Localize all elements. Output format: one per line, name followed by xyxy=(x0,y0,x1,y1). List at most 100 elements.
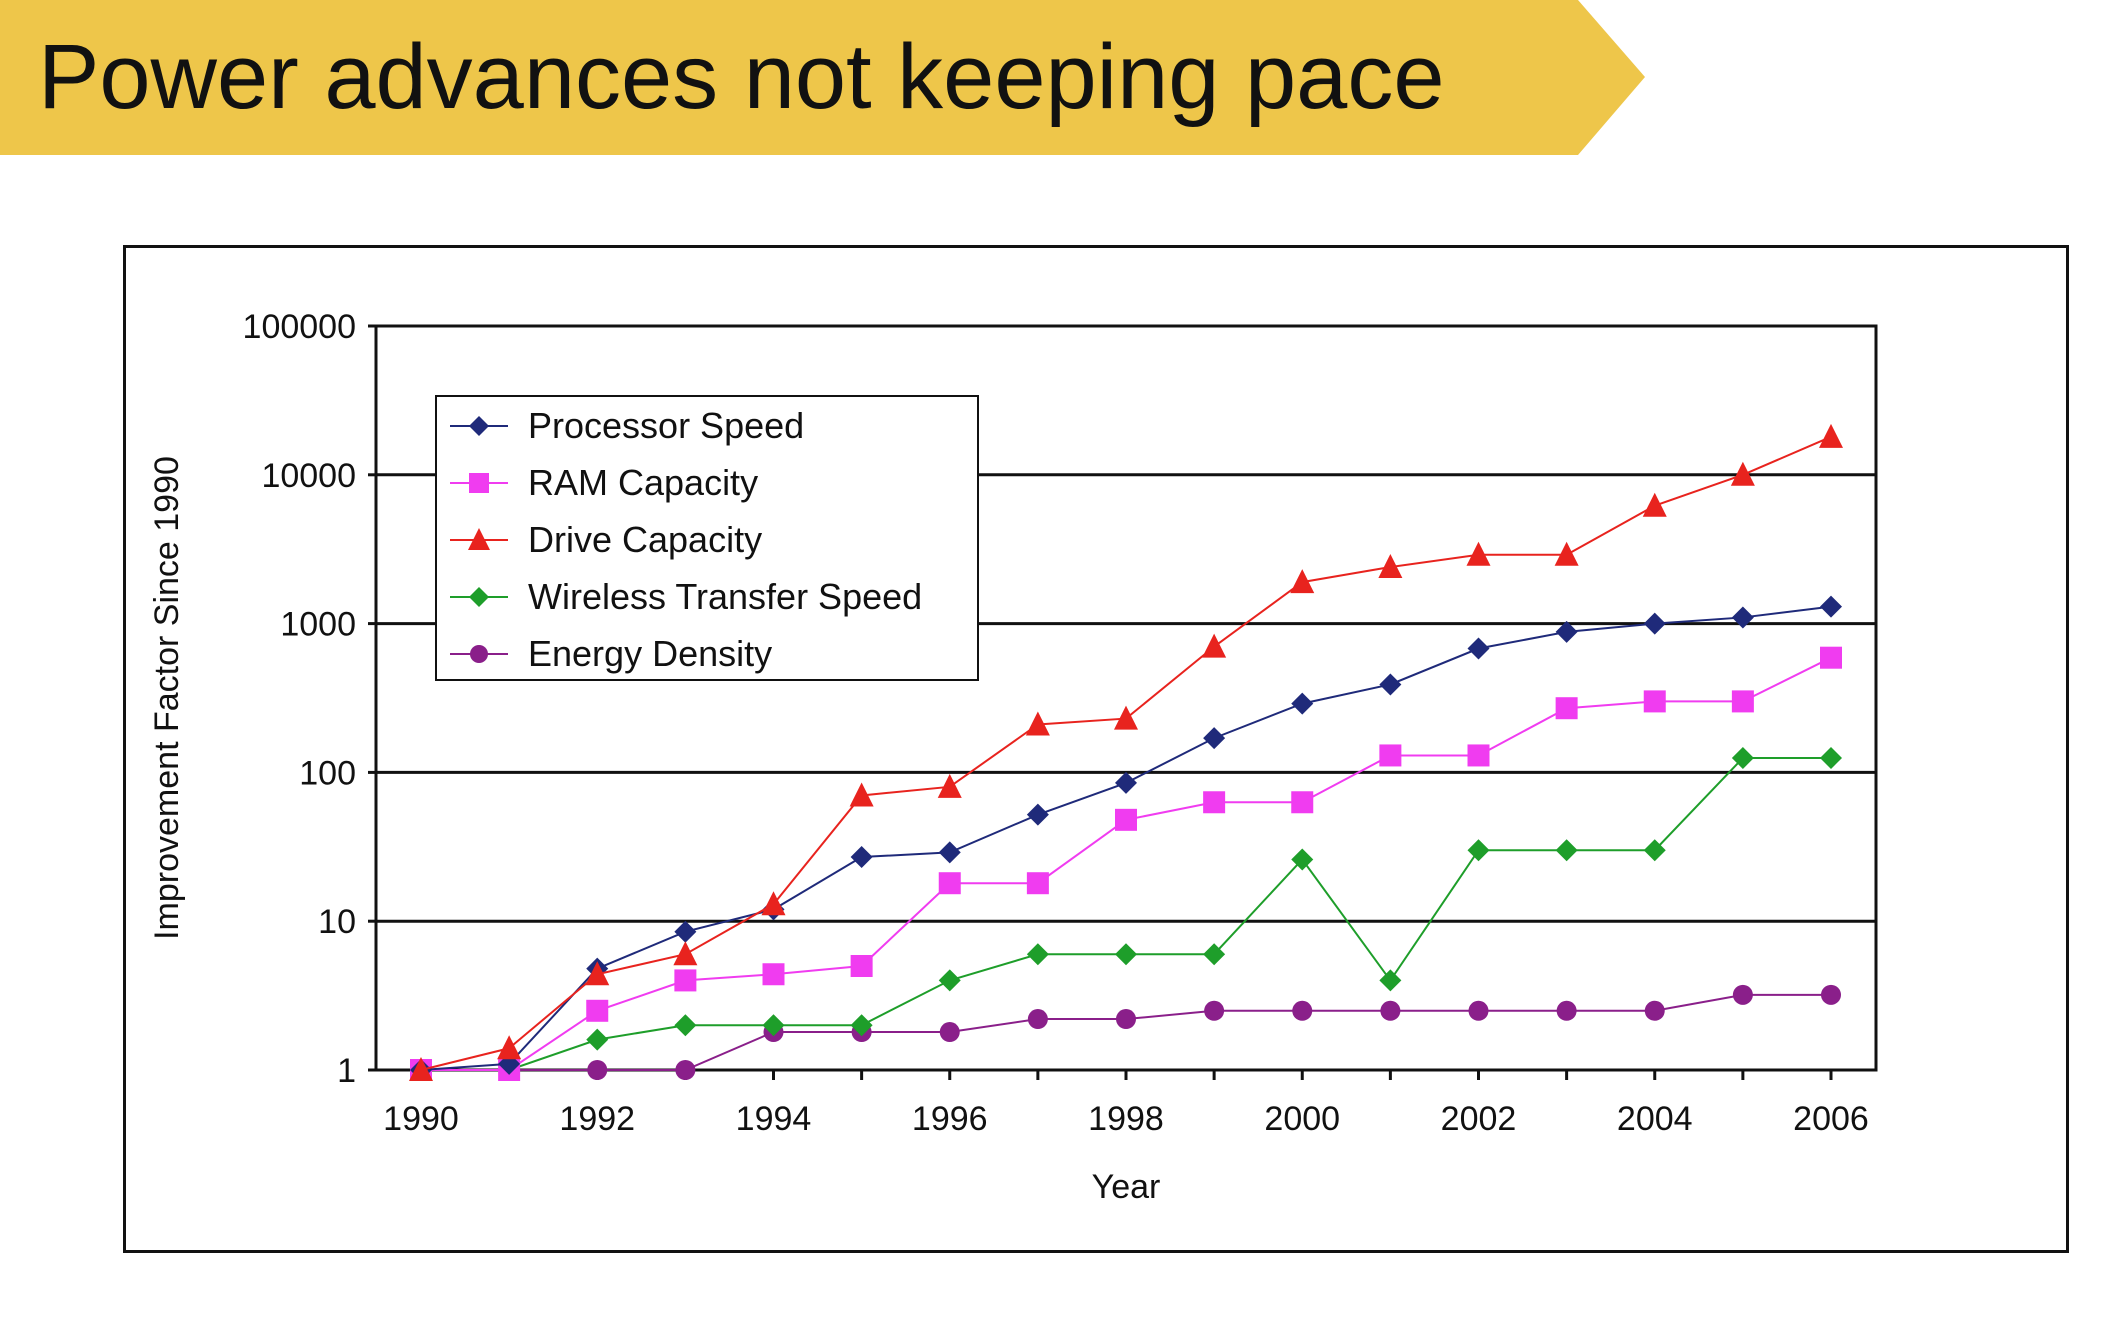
data-point xyxy=(1732,984,1753,1005)
data-point xyxy=(1467,637,1490,660)
data-point xyxy=(674,920,697,943)
legend: Processor Speed RAM Capacity Drive Capacit… xyxy=(435,395,979,681)
legend-item: Wireless Transfer Speed xyxy=(450,576,922,617)
legend-item: Processor Speed xyxy=(450,405,804,446)
data-point xyxy=(674,969,697,992)
y-tick-label: 100 xyxy=(299,754,356,792)
legend-marker xyxy=(469,587,489,607)
series-energy-density xyxy=(411,984,1841,1080)
data-point xyxy=(586,999,609,1022)
data-point xyxy=(850,954,873,977)
legend-item: Drive Capacity xyxy=(450,519,762,560)
data-point xyxy=(673,941,698,966)
data-point xyxy=(1731,606,1754,629)
legend-marker xyxy=(468,528,490,550)
data-point xyxy=(1821,984,1841,1005)
data-point xyxy=(1643,690,1666,713)
x-axis-label: Year xyxy=(1092,1168,1161,1206)
x-tick-label: 2002 xyxy=(1441,1100,1517,1138)
x-tick-label: 1994 xyxy=(736,1100,812,1138)
legend-label: RAM Capacity xyxy=(528,462,758,503)
data-point xyxy=(937,773,962,798)
series-ram-capacity xyxy=(410,646,1842,1081)
data-point xyxy=(1820,595,1842,618)
x-tick-label: 1990 xyxy=(383,1100,459,1138)
legend-marker xyxy=(470,645,488,663)
data-point xyxy=(1555,697,1578,720)
x-tick-label: 1996 xyxy=(912,1100,988,1138)
data-point xyxy=(409,1057,433,1081)
data-point xyxy=(1114,705,1138,730)
data-point xyxy=(1026,943,1049,966)
data-point xyxy=(1379,673,1402,696)
legend-label: Drive Capacity xyxy=(528,519,762,560)
series-line xyxy=(421,993,1831,1071)
data-point xyxy=(1820,646,1842,669)
data-point xyxy=(1290,569,1315,594)
data-point xyxy=(1291,692,1314,715)
data-point xyxy=(1644,1000,1665,1021)
legend-marker xyxy=(469,473,489,493)
data-point xyxy=(1467,744,1490,767)
data-point xyxy=(1115,808,1137,831)
data-point xyxy=(1380,1000,1401,1021)
slide-title: Power advances not keeping pace xyxy=(38,26,1445,128)
data-point xyxy=(1115,943,1137,966)
data-point xyxy=(1731,690,1754,713)
data-point xyxy=(1202,633,1227,658)
legend-label: Energy Density xyxy=(528,633,772,674)
data-point xyxy=(1555,839,1578,862)
data-point xyxy=(1204,1000,1225,1021)
data-point xyxy=(1555,620,1578,643)
data-point xyxy=(1466,541,1491,566)
series-drive-capacity xyxy=(409,423,1843,1081)
y-tick-label: 1000 xyxy=(280,606,356,644)
data-point xyxy=(675,1060,696,1080)
x-tick-label: 1998 xyxy=(1088,1100,1164,1138)
data-point xyxy=(1643,839,1666,862)
x-tick-label: 2006 xyxy=(1793,1100,1869,1138)
data-point xyxy=(1292,1000,1313,1021)
banner-arrow-shape xyxy=(0,0,1645,155)
legend-box xyxy=(435,395,979,681)
y-axis-label: Improvement Factor Since 1990 xyxy=(148,456,186,940)
data-point xyxy=(1467,839,1490,862)
data-point xyxy=(850,846,873,869)
data-point xyxy=(586,1028,609,1051)
x-tick-label: 2000 xyxy=(1264,1100,1340,1138)
data-point xyxy=(1203,791,1226,814)
data-point xyxy=(1027,1009,1048,1030)
data-point xyxy=(1378,554,1403,579)
chart-frame: 1 10 100 1000 10000 100000 1990 1992 1994 1996 199… xyxy=(123,245,2069,1253)
data-point xyxy=(1554,541,1579,566)
legend-marker xyxy=(469,416,489,436)
legend-item: RAM Capacity xyxy=(450,462,758,503)
title-banner: Power advances not keeping pace xyxy=(0,0,1645,155)
data-point xyxy=(674,1014,697,1037)
legend-item: Energy Density xyxy=(450,633,772,674)
data-point xyxy=(849,782,874,807)
x-tick-label: 2004 xyxy=(1617,1100,1693,1138)
data-point xyxy=(761,891,786,916)
data-point xyxy=(1025,711,1050,736)
line-chart: 1 10 100 1000 10000 100000 1990 1992 1994 1996 199… xyxy=(148,308,1878,1206)
data-point xyxy=(1026,803,1049,826)
y-tick-label: 100000 xyxy=(243,308,356,346)
series-wireless-transfer-speed xyxy=(410,746,1842,1081)
data-point xyxy=(939,1022,960,1043)
data-point xyxy=(1203,943,1226,966)
legend-label: Processor Speed xyxy=(528,405,804,446)
data-point xyxy=(762,963,785,986)
data-point xyxy=(850,1014,873,1037)
data-point xyxy=(938,969,961,992)
y-tick-label: 1 xyxy=(337,1052,356,1090)
data-point xyxy=(1643,612,1666,635)
data-point xyxy=(1730,461,1755,486)
y-tick-label: 10 xyxy=(318,903,356,941)
data-point xyxy=(1556,1000,1577,1021)
data-point xyxy=(1291,791,1314,814)
data-point xyxy=(1291,848,1314,871)
data-point xyxy=(497,1035,522,1060)
legend-label: Wireless Transfer Speed xyxy=(528,576,922,617)
data-point xyxy=(762,1014,785,1037)
